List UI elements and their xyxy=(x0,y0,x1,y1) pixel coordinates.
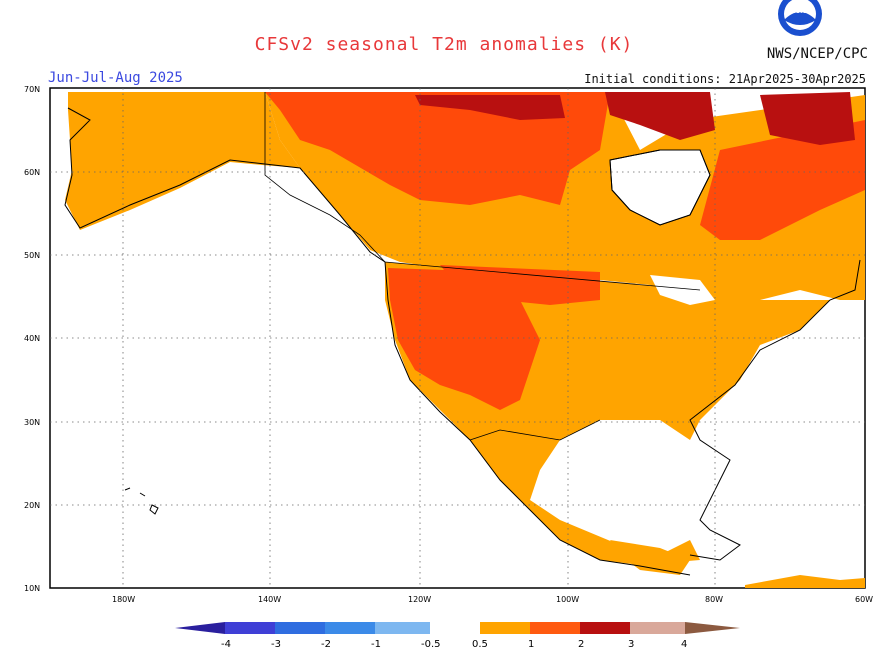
anomaly-alaska xyxy=(65,92,300,230)
lon-label: 60W xyxy=(855,595,873,604)
lat-label: 60N xyxy=(24,168,40,177)
colorbar: -4 -3 -2 -1 -0.5 0.5 1 2 3 4 xyxy=(175,622,740,650)
colorbar-label: -3 xyxy=(271,639,281,650)
lon-labels: 180W 140W 120W 100W 80W 60W xyxy=(112,595,873,604)
colorbar-bin xyxy=(580,622,630,634)
anomaly-arctic-3 xyxy=(760,92,855,145)
initial-conditions: Initial conditions: 21Apr2025-30Apr2025 xyxy=(584,72,866,86)
svg-text:NOAA: NOAA xyxy=(790,8,810,15)
anomaly-fields xyxy=(65,92,865,588)
coastlines xyxy=(64,92,861,576)
colorbar-label: -0.5 xyxy=(421,639,441,650)
colorbar-arrow-left xyxy=(175,622,225,634)
colorbar-arrow-right xyxy=(685,622,740,634)
colorbar-label: -1 xyxy=(371,639,381,650)
colorbar-label: 1 xyxy=(528,639,534,650)
lat-label: 30N xyxy=(24,418,40,427)
chart-title: CFSv2 seasonal T2m anomalies (K) xyxy=(254,34,634,55)
lat-label: 10N xyxy=(24,584,40,593)
anomaly-arctic-2 xyxy=(605,92,715,140)
lon-label: 120W xyxy=(408,595,431,604)
lon-label: 100W xyxy=(556,595,579,604)
lat-label: 40N xyxy=(24,334,40,343)
colorbar-bin xyxy=(275,622,325,634)
lat-label: 70N xyxy=(24,85,40,94)
anomaly-canada-north xyxy=(265,92,610,205)
lon-label: 180W xyxy=(112,595,135,604)
anomaly-arctic-1 xyxy=(415,95,565,120)
colorbar-bin xyxy=(530,622,580,634)
season-label: Jun-Jul-Aug 2025 xyxy=(48,70,183,86)
colorbar-bin xyxy=(375,622,430,634)
lon-label: 140W xyxy=(258,595,281,604)
colorbar-label: -2 xyxy=(321,639,331,650)
anomaly-south-america xyxy=(745,575,865,588)
graticule xyxy=(50,88,865,588)
colorbar-bin xyxy=(630,622,685,634)
colorbar-label: 2 xyxy=(578,639,584,650)
anomaly-west-us xyxy=(388,268,540,410)
anomaly-north-plains xyxy=(440,265,600,305)
colorbar-label: 3 xyxy=(628,639,634,650)
anomaly-central-america xyxy=(610,540,690,575)
colorbar-bin xyxy=(325,622,375,634)
colorbar-bin xyxy=(480,622,530,634)
lat-labels: 10N 20N 30N 40N 50N 60N 70N xyxy=(24,85,40,593)
colorbar-bin xyxy=(430,622,480,634)
colorbar-bin xyxy=(225,622,275,634)
colorbar-label: 4 xyxy=(681,639,687,650)
hawaii-islands xyxy=(124,487,159,515)
agency-label: NWS/NCEP/CPC xyxy=(766,46,868,62)
anomaly-mexico xyxy=(470,440,700,565)
anomaly-quebec xyxy=(700,120,865,240)
lat-label: 20N xyxy=(24,501,40,510)
great-lakes xyxy=(650,275,715,305)
noaa-logo: NOAA xyxy=(778,0,822,36)
lon-label: 80W xyxy=(705,595,723,604)
colorbar-label: -4 xyxy=(221,639,231,650)
lat-label: 50N xyxy=(24,251,40,260)
colorbar-label: 0.5 xyxy=(472,639,488,650)
